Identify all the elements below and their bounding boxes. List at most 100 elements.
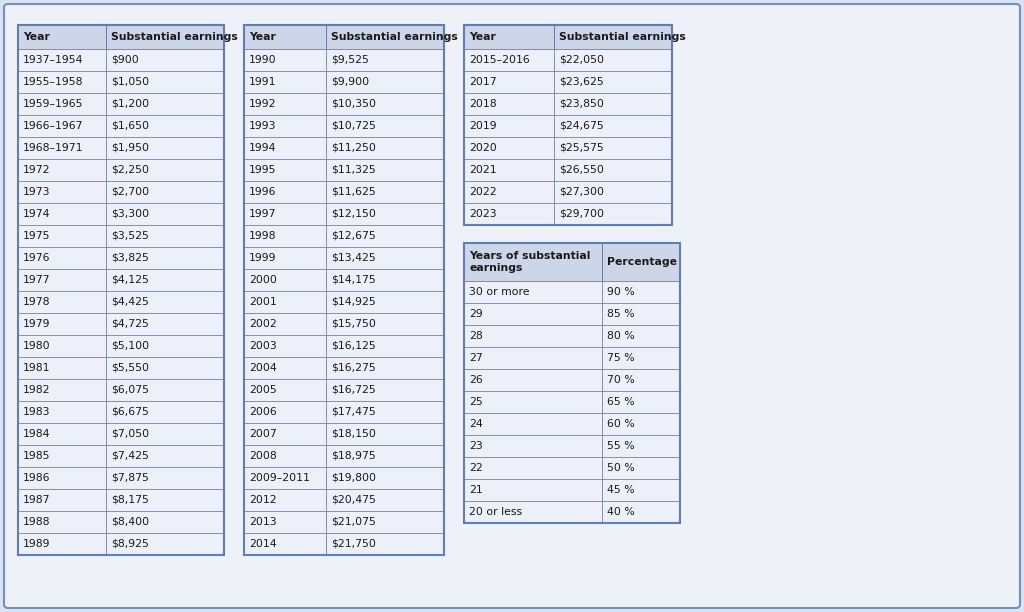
Bar (18, 313, 106, 335)
Bar (244, 313, 326, 335)
Text: Year: Year (469, 32, 496, 42)
Text: 80 %: 80 % (607, 331, 635, 341)
Bar (244, 25, 444, 555)
Text: 1987: 1987 (23, 495, 50, 505)
Bar (244, 357, 326, 379)
Bar (326, 181, 444, 203)
Text: 50 %: 50 % (607, 463, 635, 473)
Bar (106, 401, 224, 423)
Bar (106, 137, 224, 159)
Bar (326, 247, 444, 269)
Bar (326, 93, 444, 115)
Text: $3,825: $3,825 (111, 253, 148, 263)
Text: $16,725: $16,725 (331, 385, 376, 395)
Bar (106, 159, 224, 181)
Text: $11,625: $11,625 (331, 187, 376, 197)
Text: 85 %: 85 % (607, 309, 635, 319)
Bar (602, 281, 680, 303)
Text: 1998: 1998 (249, 231, 276, 241)
Text: 1972: 1972 (23, 165, 50, 175)
Bar (464, 159, 554, 181)
Bar (244, 247, 326, 269)
Text: 1978: 1978 (23, 297, 50, 307)
Text: 1992: 1992 (249, 99, 276, 109)
Bar (326, 137, 444, 159)
Bar (106, 71, 224, 93)
Text: $8,925: $8,925 (111, 539, 148, 549)
Text: Substantial earnings: Substantial earnings (559, 32, 686, 42)
Bar (602, 501, 680, 523)
Text: 60 %: 60 % (607, 419, 635, 429)
Bar (106, 511, 224, 533)
Text: $20,475: $20,475 (331, 495, 376, 505)
Bar (464, 181, 554, 203)
Text: 55 %: 55 % (607, 441, 635, 451)
Text: 1989: 1989 (23, 539, 50, 549)
Bar (326, 115, 444, 137)
Text: $1,950: $1,950 (111, 143, 150, 153)
Bar (18, 159, 106, 181)
Text: $7,050: $7,050 (111, 429, 150, 439)
Bar (464, 479, 602, 501)
Bar (106, 25, 224, 49)
Bar (244, 115, 326, 137)
Text: $5,550: $5,550 (111, 363, 150, 373)
Text: 2001: 2001 (249, 297, 276, 307)
Bar (244, 203, 326, 225)
Text: 2005: 2005 (249, 385, 276, 395)
Text: 1991: 1991 (249, 77, 276, 87)
Bar (326, 511, 444, 533)
Bar (106, 467, 224, 489)
Text: Years of substantial
earnings: Years of substantial earnings (469, 251, 591, 273)
Bar (326, 159, 444, 181)
Text: $6,075: $6,075 (111, 385, 150, 395)
Bar (106, 247, 224, 269)
Text: $24,675: $24,675 (559, 121, 604, 131)
Bar (18, 357, 106, 379)
Bar (464, 457, 602, 479)
Text: $7,425: $7,425 (111, 451, 148, 461)
Text: $2,250: $2,250 (111, 165, 150, 175)
Text: $22,050: $22,050 (559, 55, 604, 65)
Bar (326, 467, 444, 489)
Text: 1984: 1984 (23, 429, 50, 439)
Text: 70 %: 70 % (607, 375, 635, 385)
Bar (464, 281, 602, 303)
Bar (602, 325, 680, 347)
Bar (106, 313, 224, 335)
Bar (18, 379, 106, 401)
Bar (18, 269, 106, 291)
Bar (602, 457, 680, 479)
Bar (464, 243, 602, 281)
Bar (326, 25, 444, 49)
Text: $17,475: $17,475 (331, 407, 376, 417)
Text: 40 %: 40 % (607, 507, 635, 517)
Text: 2009–2011: 2009–2011 (249, 473, 310, 483)
Bar (18, 291, 106, 313)
Bar (244, 159, 326, 181)
Bar (244, 225, 326, 247)
Text: $11,325: $11,325 (331, 165, 376, 175)
Bar (244, 445, 326, 467)
Bar (244, 335, 326, 357)
Bar (326, 533, 444, 555)
Text: $1,650: $1,650 (111, 121, 150, 131)
Bar (464, 137, 554, 159)
Text: 2013: 2013 (249, 517, 276, 527)
Text: 1999: 1999 (249, 253, 276, 263)
Bar (18, 225, 106, 247)
Text: 30 or more: 30 or more (469, 287, 529, 297)
Bar (18, 445, 106, 467)
Text: 1980: 1980 (23, 341, 50, 351)
Bar (244, 25, 326, 49)
Text: $14,925: $14,925 (331, 297, 376, 307)
Text: 2006: 2006 (249, 407, 276, 417)
Bar (106, 379, 224, 401)
Text: 22: 22 (469, 463, 482, 473)
Text: $9,525: $9,525 (331, 55, 369, 65)
Text: 1966–1967: 1966–1967 (23, 121, 84, 131)
Text: $9,900: $9,900 (331, 77, 369, 87)
Bar (602, 369, 680, 391)
Text: $4,125: $4,125 (111, 275, 148, 285)
Text: 1983: 1983 (23, 407, 50, 417)
